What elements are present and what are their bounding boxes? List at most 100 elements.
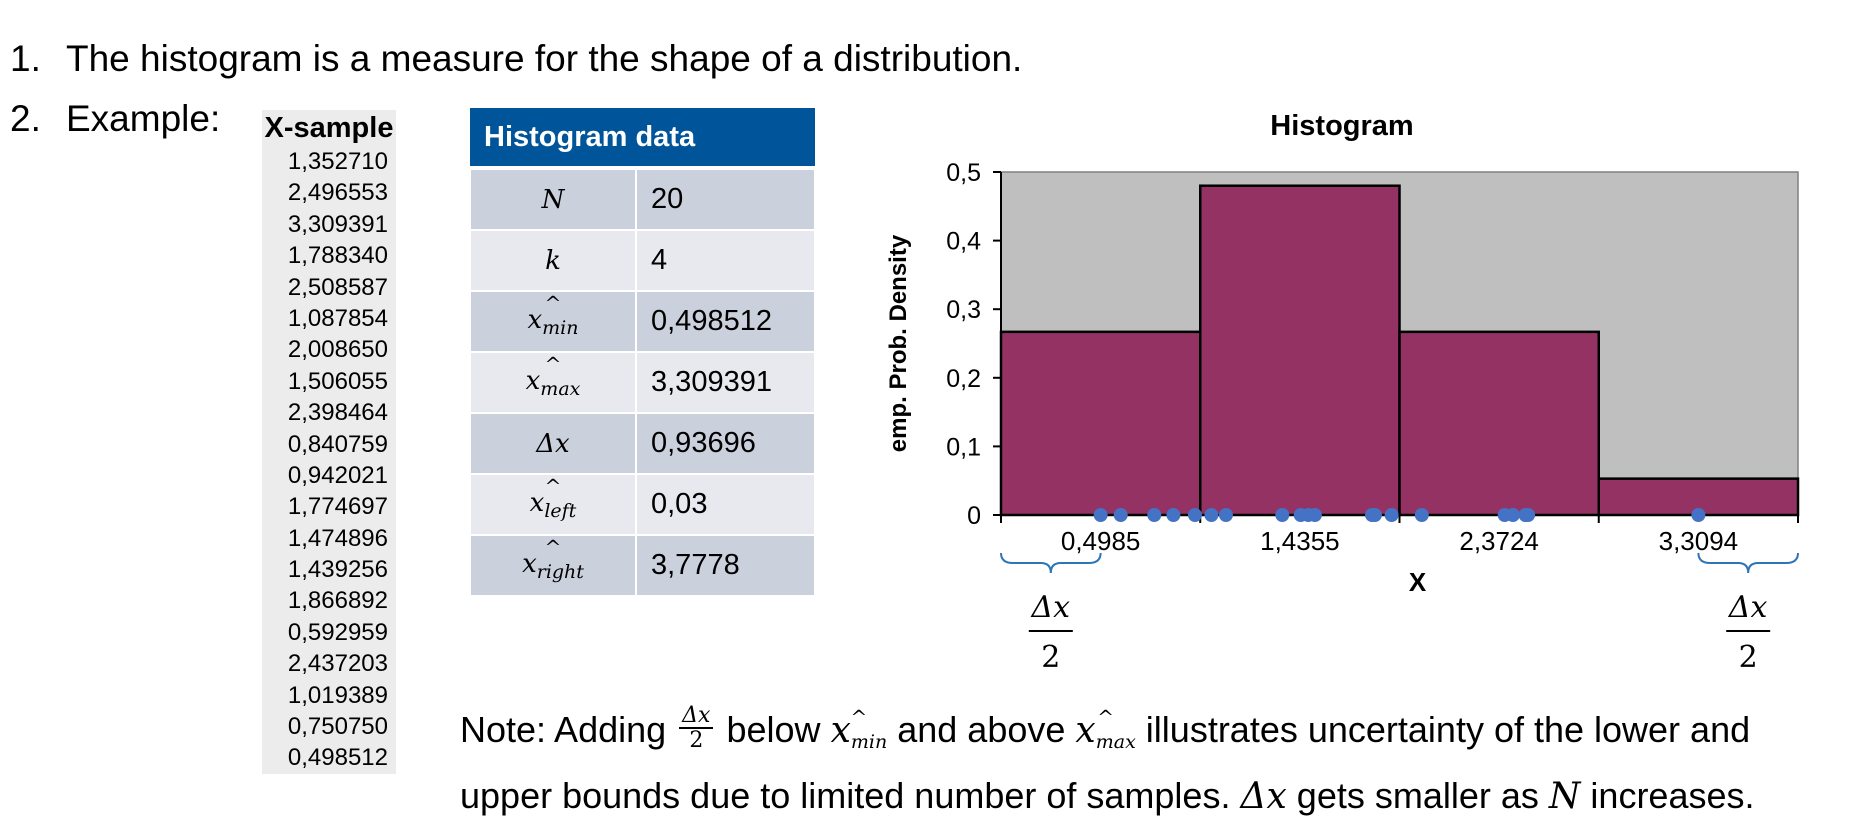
frac-denominator: 2 xyxy=(689,728,704,754)
symbol-base: x xyxy=(527,304,543,335)
bullet-1: 1. The histogram is a measure for the sha… xyxy=(10,38,1022,80)
x-sample-value: 1,774697 xyxy=(287,493,388,521)
row-value: 0,93696 xyxy=(635,412,816,475)
x-max-symbol: xmax xyxy=(1075,701,1135,772)
symbol-subscript: max xyxy=(540,377,581,400)
x-tick-label: 3,3094 xyxy=(1659,526,1739,556)
x-sample-value: 0,592959 xyxy=(287,618,388,646)
symbol-base: x xyxy=(525,365,541,396)
annotation-denominator: 2 xyxy=(1041,640,1060,675)
sample-point xyxy=(1293,508,1308,522)
sub-min: min xyxy=(850,731,888,753)
note-line-2b: gets smaller as xyxy=(1296,775,1539,816)
note-line-1: Note: Adding Δx2 below xmin and above xm… xyxy=(460,700,1755,772)
x-sample-value: 3,309391 xyxy=(287,210,388,238)
hat-symbol: xmin xyxy=(527,305,578,339)
x-hat: x xyxy=(1075,710,1096,751)
hat-symbol: xmax xyxy=(526,366,581,400)
sample-point xyxy=(1691,508,1706,522)
delta-x-over-2-fraction: Δx 2 xyxy=(679,704,714,754)
sample-point xyxy=(1505,508,1520,522)
row-value: 3,7778 xyxy=(635,534,816,597)
note-line-2: upper bounds due to limited number of sa… xyxy=(460,766,1755,827)
x-sample-value: 1,019389 xyxy=(287,681,388,709)
histogram-bar xyxy=(1199,184,1401,517)
note-below: below xyxy=(726,709,821,750)
x-sample-value: 0,840759 xyxy=(287,430,388,458)
x-axis-label: X xyxy=(1409,567,1427,597)
row-symbol: xright xyxy=(469,534,637,597)
symbol-base: x xyxy=(522,548,537,579)
sample-point xyxy=(1384,508,1399,522)
x-min-symbol: xmin xyxy=(831,701,888,772)
note-and-above: and above xyxy=(897,709,1066,750)
row-value: 3,309391 xyxy=(635,351,816,414)
histogram-table-row: N 20 xyxy=(469,167,816,231)
sample-point xyxy=(1521,508,1536,522)
y-tick-label: 0,1 xyxy=(946,433,981,461)
n-symbol: N xyxy=(1548,776,1581,817)
bullet-number: 1. xyxy=(10,38,41,79)
bullet-2: 2. Example: xyxy=(10,98,220,140)
delta-x-symbol: Δx xyxy=(1240,776,1287,817)
sample-point xyxy=(1365,508,1380,522)
symbol-subscript: min xyxy=(542,316,579,339)
symbol-subscript: right xyxy=(536,560,584,583)
sample-point xyxy=(1166,508,1181,522)
x-sample-header: X-sample xyxy=(262,110,396,146)
row-value: 4 xyxy=(635,229,816,292)
y-tick-label: 0,4 xyxy=(946,228,981,256)
histogram-table-title: Histogram data xyxy=(470,108,815,170)
row-symbol: Δx xyxy=(469,412,637,475)
note-rest-line-1: illustrates uncertainty of the lower and xyxy=(1145,709,1751,750)
histogram-table-row: xmax 3,309391 xyxy=(469,351,816,414)
histogram-table-row: xmin 0,498512 xyxy=(469,290,816,353)
x-sample-value: 2,008650 xyxy=(287,336,388,364)
note-prefix: Note: Adding xyxy=(460,709,667,750)
sample-point xyxy=(1414,508,1429,522)
x-sample-value: 1,866892 xyxy=(287,587,388,615)
x-tick-label: 0,4985 xyxy=(1061,526,1141,556)
x-sample-value: 1,474896 xyxy=(287,524,388,552)
row-symbol: N xyxy=(469,167,637,231)
sample-point xyxy=(1218,508,1233,522)
note-text: Note: Adding Δx2 below xmin and above xm… xyxy=(460,700,1755,827)
histogram-data-table: Histogram data N20k4xmin0,498512xmax3,30… xyxy=(469,108,816,597)
x-sample-values: 1,352710 2,496553 3,309391 1,788340 2,508587… xyxy=(262,146,396,774)
y-tick-label: 0,5 xyxy=(946,159,981,187)
hat-symbol: xleft xyxy=(530,488,577,522)
bullet-text: The histogram is a measure for the shape… xyxy=(66,38,1023,79)
x-sample-value: 0,750750 xyxy=(287,713,388,741)
annotation-numerator: Δx xyxy=(1031,590,1071,625)
y-tick-label: 0,3 xyxy=(946,296,981,324)
x-tick-label: 2,3724 xyxy=(1459,526,1539,556)
histogram-table-row: Δx 0,93696 xyxy=(469,412,816,475)
x-sample-value: 2,508587 xyxy=(287,273,388,301)
row-symbol: k xyxy=(469,229,637,292)
annotation-denominator: 2 xyxy=(1739,640,1758,675)
note-line-2c: increases. xyxy=(1590,775,1755,816)
chart-title: Histogram xyxy=(1270,110,1413,142)
histogram-bar xyxy=(999,330,1202,517)
row-value: 0,498512 xyxy=(635,290,816,353)
sample-point xyxy=(1204,508,1219,522)
x-sample-value: 1,352710 xyxy=(287,148,388,175)
note-line-2a: upper bounds due to limited number of sa… xyxy=(460,775,1231,816)
x-sample-value: 2,398464 xyxy=(287,399,388,427)
sample-point xyxy=(1187,508,1202,522)
bullet-text: Example: xyxy=(66,98,221,139)
sub-max: max xyxy=(1095,731,1136,753)
hat-symbol: xright xyxy=(522,549,584,583)
bullet-number: 2. xyxy=(10,98,41,139)
sample-point xyxy=(1147,508,1162,522)
x-sample-value: 2,437203 xyxy=(287,650,388,678)
sample-point xyxy=(1275,508,1290,522)
frac-numerator: Δx xyxy=(679,704,714,730)
row-symbol: xleft xyxy=(469,473,637,536)
row-symbol: xmax xyxy=(469,351,637,414)
histogram-table-row: xright 3,7778 xyxy=(469,534,816,597)
histogram-bar xyxy=(1398,330,1601,517)
row-value: 20 xyxy=(635,167,816,231)
